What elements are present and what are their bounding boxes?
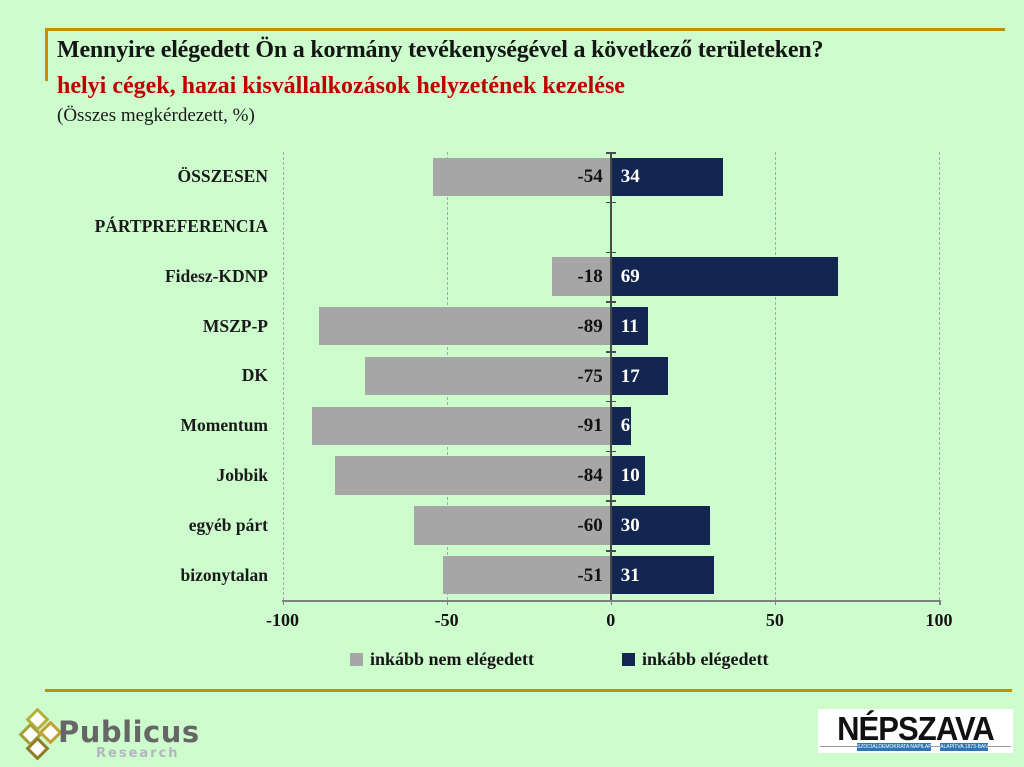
nepszava-wordmark: NÉPSZAVA [837,710,995,747]
zero-axis-tick [605,201,616,204]
gridline [939,152,940,600]
positive-bar: 69 [611,257,839,296]
chart-subtitle: helyi cégek, hazai kisvállalkozások hely… [57,73,625,99]
category-label: Jobbik [216,465,268,486]
negative-bar: -91 [312,406,611,446]
negative-value-label: -51 [577,564,603,586]
positive-value-label: 6 [620,415,631,437]
x-axis-tick [282,600,284,605]
zero-axis-tick [605,301,616,303]
x-axis-tick-label: 50 [765,610,784,630]
positive-bar: 34 [611,157,724,197]
category-label: ÖSSZESEN [177,166,268,187]
legend-swatch-negative [350,652,363,666]
negative-value-label: -54 [577,166,603,188]
x-axis-tick [774,600,777,605]
legend-swatch-positive [622,652,635,666]
x-axis-tick-label: -100 [266,610,299,630]
positive-value-label: 31 [620,564,640,586]
positive-bar: 6 [611,406,632,446]
x-axis-tick [610,600,613,605]
zero-axis-tick [605,400,616,403]
publicus-wordmark: Publicus [58,715,200,749]
zero-axis-tick [605,500,616,502]
negative-value-label: -84 [577,465,603,487]
negative-bar: -89 [318,306,611,346]
x-axis-tick [939,600,941,605]
nepszava-tagline-right: ALAPÍTVA 1873-BAN [940,743,988,751]
zero-axis-tick [605,152,616,154]
category-label: DK [241,365,268,386]
negative-bar: -51 [443,555,611,595]
negative-bar: -75 [364,356,611,396]
positive-value-label: 34 [620,166,640,188]
category-label: Momentum [180,415,268,436]
positive-bar: 11 [611,306,648,346]
positive-value-label: 11 [620,315,639,337]
gridline [774,152,776,600]
page-title: Mennyire elégedett Ön a kormány tevékeny… [57,37,824,63]
sample-note: (Összes megkérdezett, %) [57,105,255,126]
nepszava-logo: NÉPSZAVA SZOCIÁLDEMOKRATA NAPILAP ALAPÍT… [818,709,1013,753]
negative-value-label: -89 [577,315,603,337]
positive-value-label: 69 [620,265,640,287]
x-axis-tick-label: 100 [925,610,953,630]
nepszava-tagline-left: SZOCIÁLDEMOKRATA NAPILAP [857,743,931,751]
zero-axis-tick [605,251,616,254]
positive-value-label: 30 [620,514,640,536]
negative-value-label: -91 [577,415,603,437]
zero-axis-tick [605,550,616,552]
positive-bar: 31 [611,555,714,595]
x-axis-tick-label: 0 [606,610,616,630]
negative-value-label: -75 [577,365,603,387]
zero-axis-line [609,152,612,600]
gridline [282,152,284,600]
negative-bar: -54 [433,157,611,197]
legend-item: inkább elégedett [622,649,769,669]
negative-bar: -18 [551,257,611,296]
positive-bar: 30 [611,506,711,545]
negative-value-label: -60 [577,514,603,536]
x-axis-tick [446,600,449,605]
negative-bar: -60 [413,506,611,545]
zero-axis-tick [605,351,616,353]
top-accent-line [45,28,1005,31]
negative-value-label: -18 [577,265,603,287]
publicus-research-label: Research [96,746,180,761]
positive-value-label: 17 [620,365,640,387]
footer-accent-line [45,689,1012,692]
legend-item: inkább nem elégedett [350,649,534,669]
category-label: Fidesz-KDNP [164,265,268,286]
positive-bar: 10 [611,456,645,495]
negative-bar: -84 [335,456,611,495]
category-label: PÁRTPREFERENCIA [94,216,268,237]
positive-bar: 17 [611,356,668,396]
legend-label: inkább nem elégedett [370,648,534,669]
x-axis-tick-label: -50 [434,610,459,630]
positive-value-label: 10 [620,465,640,487]
left-accent-line [45,28,48,81]
zero-axis-tick [605,450,616,453]
category-label: egyéb párt [188,514,268,535]
category-label: bizonytalan [180,564,268,585]
legend-label: inkább elégedett [642,648,769,669]
category-label: MSZP-P [202,315,268,336]
